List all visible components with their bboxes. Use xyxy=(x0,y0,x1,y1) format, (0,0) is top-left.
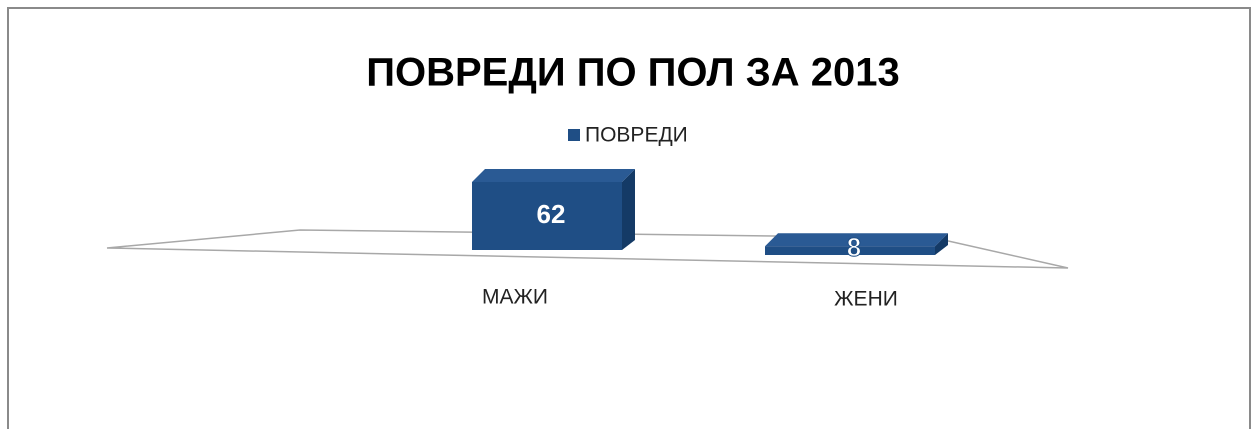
legend-swatch xyxy=(568,129,580,141)
bar-side xyxy=(622,169,635,250)
legend-label: ПОВРЕДИ xyxy=(585,124,688,147)
bar xyxy=(765,246,935,255)
data-label: 8 xyxy=(847,232,861,262)
x-tick-label: ЖЕНИ xyxy=(834,288,898,311)
data-label: 62 xyxy=(537,199,566,229)
bar xyxy=(472,182,622,250)
x-tick-label: МАЖИ xyxy=(482,286,548,309)
bar-top xyxy=(765,233,948,247)
chart-frame xyxy=(7,7,1251,429)
chart-title: ПОВРЕДИ ПО ПОЛ ЗА 2013 xyxy=(366,51,900,95)
bar-side xyxy=(935,233,948,255)
bar-top xyxy=(472,169,635,182)
